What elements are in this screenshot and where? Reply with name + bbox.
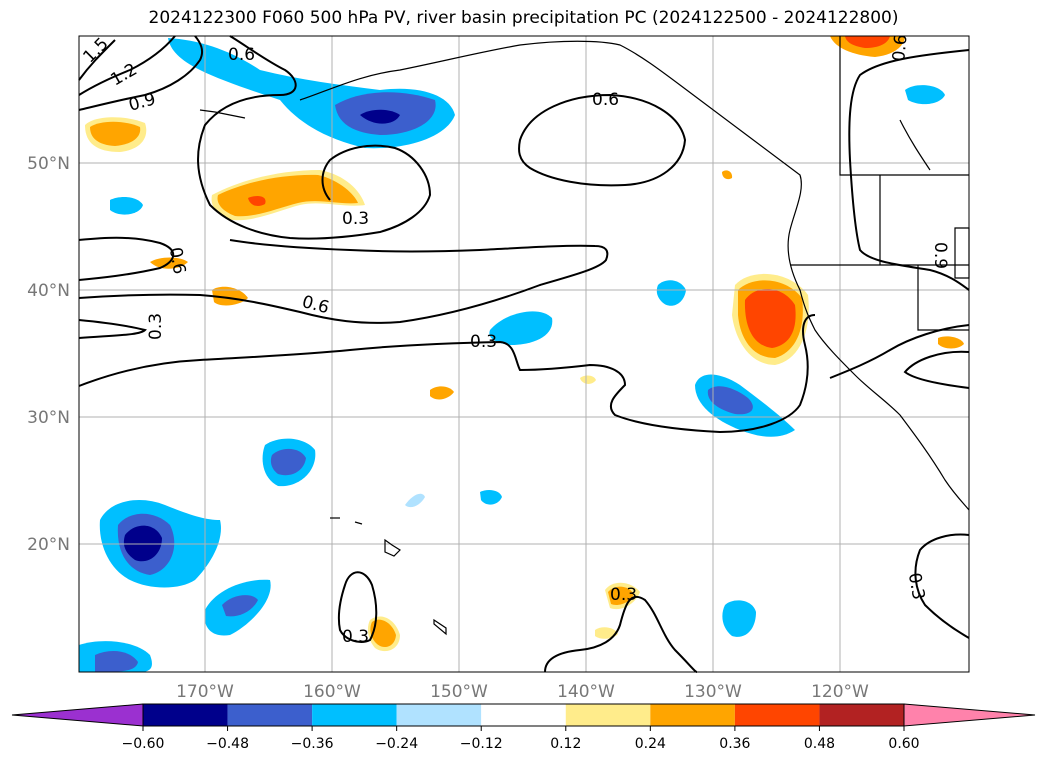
lon-label-170w: 170°W [176, 682, 234, 702]
lightblue-anomaly-small [405, 493, 425, 508]
pv-contour-0.9-east [848, 49, 970, 291]
colorbar-tick-label: 0.36 [719, 736, 750, 752]
colorbar-segment [650, 704, 735, 726]
pv-contour-1.5 [78, 39, 116, 81]
map-area [79, 36, 969, 672]
colorbar-segment [396, 704, 482, 726]
pv-contour-0.3-south [544, 595, 698, 673]
blue-anomaly-hawaii-north-core [270, 448, 306, 476]
pv-contour-0.9-north [78, 35, 204, 111]
red-anomaly-coastal [744, 288, 796, 348]
pv-label: 0.9 [930, 242, 950, 269]
pv-label: 0.3 [470, 332, 497, 352]
colorbar-extend-high [903, 703, 1036, 727]
pv-contour-0.3-loop [337, 571, 378, 643]
colorbar-tick-label: −0.60 [122, 736, 165, 752]
blue-anomaly-bottomleft-core [95, 650, 138, 672]
red-anomaly-north [248, 196, 266, 206]
blue-anomaly-west [110, 197, 143, 215]
colorbar: −0.60 −0.48 −0.36 −0.24 −0.12 0.12 0.24 0.36 0.4… [11, 703, 1036, 752]
pv-contour-0.6-long [78, 239, 609, 324]
colorbar-tick-label: 0.60 [888, 736, 919, 752]
colorbar-segment [312, 704, 397, 726]
coastlines [199, 36, 970, 636]
pv-contour-0.3-east [903, 350, 970, 389]
lon-label-120w: 120°W [811, 682, 869, 702]
blue-anomaly-south-core [222, 595, 258, 617]
orange-anomaly-small-5-core [370, 619, 396, 647]
colorbar-tick-label: −0.12 [460, 736, 503, 752]
colorbar-frame [142, 703, 905, 727]
pv-label: 0.3 [146, 313, 166, 340]
pv-contour-0.3-east-line [829, 324, 970, 379]
orange-anomaly-small-2 [212, 286, 248, 306]
colorbar-tick-label: 0.12 [550, 736, 581, 752]
precip-anomaly-fields [79, 36, 964, 672]
lon-labels: 170°W 160°W 150°W 140°W 130°W 120°W [176, 682, 869, 702]
lon-label-160w: 160°W [303, 682, 361, 702]
colorbar-segment [565, 704, 651, 726]
pv-contours [78, 35, 970, 673]
blue-anomaly-offshore-core [707, 386, 753, 415]
pv-contour-0.3-central [78, 314, 816, 434]
pv-label: 0.3 [342, 627, 369, 647]
colorbar-tick-label: −0.24 [375, 736, 418, 752]
lat-label-20n: 20°N [27, 535, 70, 555]
pv-label: 0.3 [610, 585, 637, 605]
red-anomaly-northeast [845, 36, 890, 48]
pv-label: 0.6 [889, 34, 911, 63]
lat-label-40n: 40°N [27, 281, 70, 301]
lat-labels: 50°N 40°N 30°N 20°N [27, 154, 70, 555]
pv-contour-labels: 1.5 1.2 0.9 0.6 0.6 0.6 0.3 0.6 0.6 0.3 … [79, 34, 950, 647]
colorbar-tick-label: 0.24 [635, 736, 666, 752]
pv-contour-0.3-west [78, 319, 147, 339]
colorbar-tick-label: 0.48 [804, 736, 835, 752]
lat-label-50n: 50°N [27, 154, 70, 174]
blue-anomaly-small-2 [722, 600, 756, 637]
pv-label: 0.3 [904, 571, 928, 601]
pv-contour-1.2 [78, 35, 176, 96]
blue-anomaly-small-4 [480, 489, 502, 505]
pv-label: 0.3 [342, 209, 369, 229]
pv-contour-0.6-north [197, 35, 432, 240]
navy-anomaly-aleutian [360, 109, 400, 124]
orange-anomaly-small-3 [430, 386, 454, 400]
map-frame [78, 35, 970, 673]
colorbar-segment [227, 704, 313, 726]
pv-label: 0.6 [592, 90, 619, 110]
colorbar-segment [143, 704, 228, 726]
navy-anomaly-southwest [123, 525, 162, 562]
orange-anomaly-small-7 [595, 627, 618, 639]
pv-label: 0.6 [228, 45, 255, 65]
colorbar-segment [819, 704, 904, 726]
orange-anomaly-small-4 [580, 375, 596, 384]
pv-contour-0.6-band [78, 236, 175, 281]
colorbar-tick-label: −0.36 [291, 736, 334, 752]
orange-anomaly-small-8 [938, 336, 964, 349]
orange-anomaly-west-1-core [90, 121, 141, 146]
blue-anomaly-small-1 [656, 280, 686, 306]
blue-anomaly-small-3 [905, 85, 945, 105]
pv-contour-0.6-east-loop [518, 93, 687, 187]
lat-label-30n: 30°N [27, 408, 70, 428]
map-title: 2024122300 F060 500 hPa PV, river basin … [148, 8, 899, 28]
orange-anomaly-small-6-core [608, 586, 634, 605]
lon-label-150w: 150°W [430, 682, 488, 702]
pv-contour-0.3-southeast [914, 533, 970, 639]
lon-label-130w: 130°W [684, 682, 742, 702]
orange-anomaly-small-9 [722, 170, 733, 180]
lon-label-140w: 140°W [557, 682, 615, 702]
colorbar-extend-low [11, 703, 144, 727]
blue-anomaly-central [489, 311, 553, 345]
pv-label: 0.6 [165, 246, 189, 276]
colorbar-segment [481, 704, 566, 726]
colorbar-segment [734, 704, 820, 726]
colorbar-tick-label: −0.48 [206, 736, 249, 752]
